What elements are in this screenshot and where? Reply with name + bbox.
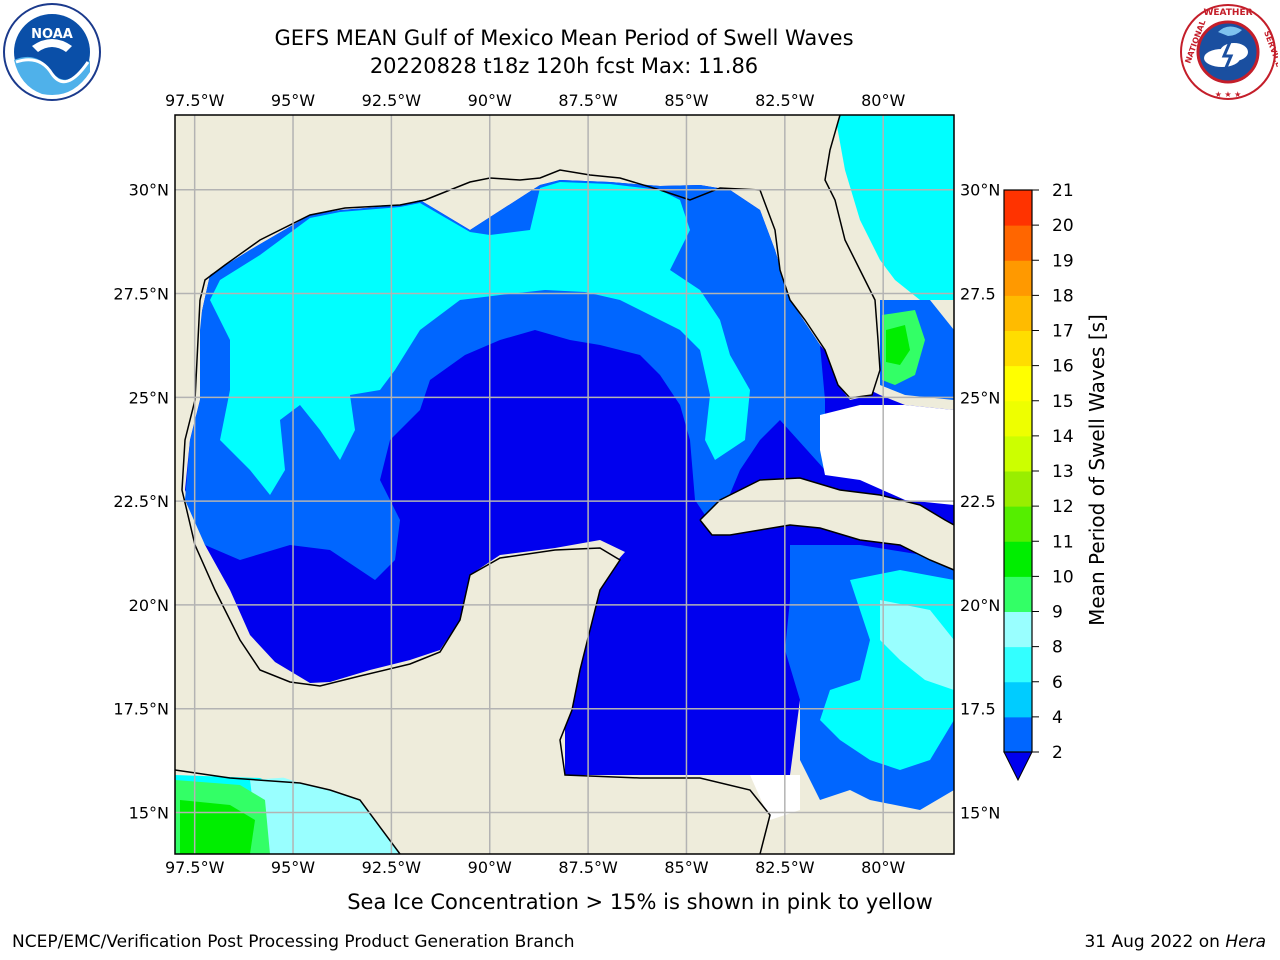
lat-label-right: 17.5 [960, 700, 996, 719]
date-stamp: 31 Aug 2022 on Hera [1084, 932, 1266, 952]
colorbar-swatch [1004, 646, 1032, 683]
lat-label-right: 25°N [960, 388, 1000, 407]
colorbar-swatch [1004, 260, 1032, 296]
no-data-patch [820, 405, 954, 505]
colorbar-tick-label: 21 [1052, 181, 1074, 201]
florida-land [760, 115, 880, 400]
lon-label-top: 97.5°W [165, 91, 225, 110]
lat-label-left: 27.5°N [113, 285, 169, 304]
no-data-patch [750, 775, 800, 820]
credit-text: NCEP/EMC/Verification Post Processing Pr… [12, 932, 575, 952]
chart-subtitle: 20220828 t18z 120h fcst Max: 11.86 [369, 54, 759, 78]
colorbar-tick-label: 10 [1052, 567, 1074, 587]
colorbar-tick-label: 12 [1052, 497, 1074, 517]
lon-label-bottom: 82.5°W [755, 858, 815, 877]
noaa-logo: NOAA [3, 3, 101, 101]
lon-label-top: 90°W [468, 91, 512, 110]
colorbar-under-arrow [1003, 751, 1033, 782]
colorbar-tick-label: 4 [1052, 708, 1063, 728]
lat-label-left: 17.5°N [113, 700, 169, 719]
machine-name: Hera [1225, 932, 1266, 952]
colorbar-swatch [1004, 576, 1032, 612]
colorbar-tick-label: 19 [1052, 251, 1074, 271]
colorbar-swatch [1004, 716, 1032, 753]
chart-title: GEFS MEAN Gulf of Mexico Mean Period of … [274, 26, 854, 50]
coastline-honduras [175, 769, 401, 854]
colorbar-label: Mean Period of Swell Waves [s] [1085, 314, 1109, 626]
colorbar-swatch [1004, 225, 1032, 261]
lat-label-left: 15°N [129, 803, 169, 822]
sea-ice-note: Sea Ice Concentration > 15% is shown in … [347, 890, 933, 914]
colorbar-tick-label: 11 [1052, 532, 1074, 552]
lon-label-bottom: 87.5°W [558, 858, 618, 877]
colorbar-swatch [1004, 330, 1032, 367]
lat-label-left: 30°N [129, 181, 169, 200]
gulf-cyan-field [210, 182, 750, 495]
lon-label-top: 95°W [271, 91, 315, 110]
lat-label-left: 22.5°N [113, 492, 169, 511]
lon-label-top: 92.5°W [362, 91, 422, 110]
colorbar-tick-label: 14 [1052, 427, 1074, 447]
colorbar-swatch [1004, 681, 1032, 718]
lon-label-bottom: 85°W [664, 858, 708, 877]
colorbar-swatch [1004, 435, 1032, 472]
colorbar-tick-label: 18 [1052, 286, 1074, 306]
colorbar-tick-label: 2 [1052, 743, 1063, 763]
map-frame [174, 114, 955, 855]
svg-text:★ ★ ★: ★ ★ ★ [1215, 90, 1242, 99]
lon-label-top: 85°W [664, 91, 708, 110]
svg-text:WEATHER: WEATHER [1203, 8, 1252, 18]
lon-label-top: 82.5°W [755, 91, 815, 110]
colorbar-tick-label: 15 [1052, 392, 1074, 412]
lon-label-bottom: 95°W [271, 858, 315, 877]
lon-label-bottom: 97.5°W [165, 858, 225, 877]
colorbar-swatch [1004, 506, 1032, 542]
colorbar-tick-label: 6 [1052, 673, 1063, 693]
colorbar: 2 4 6 8 9 10 11 12 13 14 15 16 17 18 19 20 21 [1003, 181, 1074, 782]
caribbean-lightcyan-field [880, 600, 954, 690]
mexico-land [175, 115, 840, 770]
svg-text:NOAA: NOAA [31, 27, 73, 42]
lat-label-left: 25°N [129, 388, 169, 407]
date-text: 31 Aug 2022 on [1084, 932, 1226, 952]
lon-label-top: 87.5°W [558, 91, 618, 110]
colorbar-swatch [1004, 295, 1032, 331]
bahamas-bright-green-field [886, 325, 910, 365]
coastline-mexico [181, 299, 771, 854]
colorbar-swatch [1004, 541, 1032, 577]
colorbar-swatch [1004, 611, 1032, 648]
lon-label-bottom: 80°W [861, 858, 905, 877]
colorbar-tick-label: 16 [1052, 357, 1074, 377]
coastline-cuba [699, 477, 954, 571]
lat-label-right: 22.5 [960, 492, 996, 511]
colorbar-tick-label: 20 [1052, 216, 1074, 236]
lat-label-right: 15°N [960, 803, 1000, 822]
nws-logo: WEATHER NATIONAL SERVICE ★ ★ ★ [1180, 4, 1278, 100]
lon-label-top: 80°W [861, 91, 905, 110]
lon-label-bottom: 92.5°W [362, 858, 422, 877]
colorbar-swatch [1004, 471, 1032, 507]
lat-label-right: 27.5 [960, 285, 996, 304]
colorbar-swatch [1004, 190, 1032, 226]
lat-label-left: 20°N [129, 596, 169, 615]
lon-label-bottom: 90°W [468, 858, 512, 877]
lat-label-right: 30°N [960, 181, 1000, 200]
lat-label-right: 20°N [960, 596, 1000, 615]
pacific-bright-green-field [180, 800, 255, 854]
colorbar-swatch [1004, 400, 1032, 437]
colorbar-tick-label: 13 [1052, 462, 1074, 482]
colorbar-tick-label: 9 [1052, 603, 1063, 623]
yucatan-land [175, 115, 770, 854]
colorbar-tick-label: 8 [1052, 638, 1063, 658]
atlantic-cyan-field [835, 115, 954, 300]
colorbar-tick-label: 17 [1052, 322, 1074, 342]
colorbar-swatch [1004, 365, 1032, 402]
